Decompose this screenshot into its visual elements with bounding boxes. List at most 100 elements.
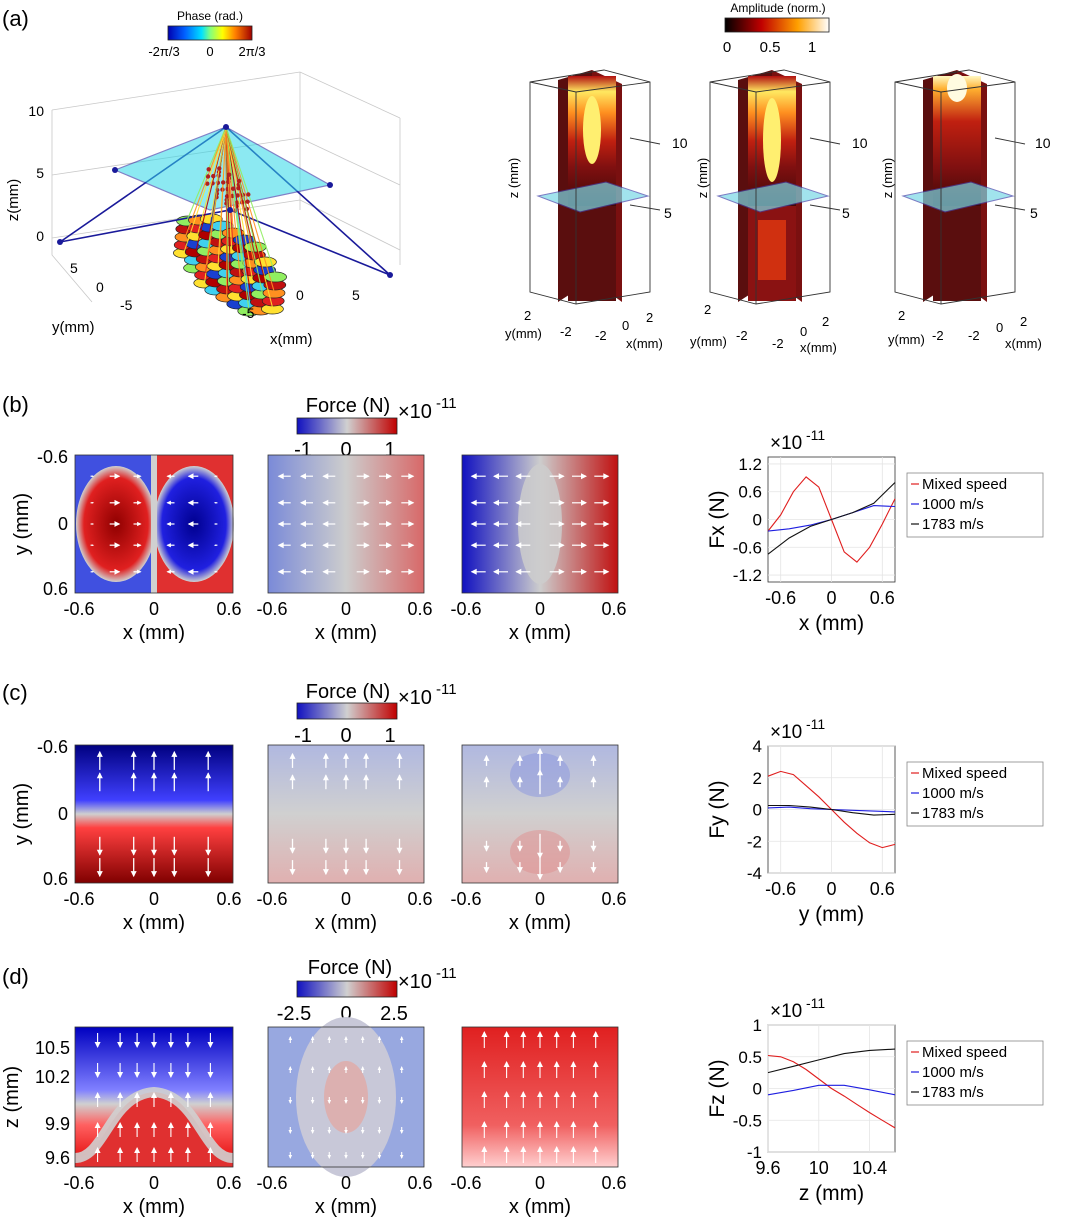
force-arrow-head <box>134 1042 141 1048</box>
force-arrow-head <box>581 473 587 480</box>
force-colorbar-b: Force (N) ×10 -11 -1 0 1 <box>294 395 456 461</box>
vol-x-label: x(mm) <box>1005 336 1042 351</box>
phase-tick: 0 <box>206 44 213 59</box>
force-map-d2 <box>268 1017 424 1177</box>
force-arrow-head <box>590 867 597 874</box>
ray-point <box>205 181 210 186</box>
force-arrow-head <box>558 542 565 549</box>
force-arrow-head <box>570 1031 577 1037</box>
vol-y-tick: -2 <box>736 328 748 343</box>
chart-exponent: ×10 <box>770 433 802 454</box>
force-arrow-head <box>207 1072 214 1078</box>
vol-x-tick: 2 <box>822 314 829 329</box>
ax3d-z-tick: 5 <box>36 165 44 181</box>
force-arrow-head <box>581 521 587 527</box>
force-arrow-head <box>288 1155 293 1159</box>
focal-point <box>223 124 229 130</box>
force-arrow-head <box>570 1121 577 1127</box>
force-arrow-head <box>470 473 477 480</box>
force-arrow-head <box>360 1155 365 1159</box>
series-line <box>767 1054 896 1129</box>
ray-line <box>225 126 275 292</box>
force-arrow-head <box>408 473 415 480</box>
chart-y-tick: 1.2 <box>738 455 762 474</box>
force-arrow-head <box>483 754 490 761</box>
force-arrow-head <box>363 847 370 854</box>
force-arrow-head <box>289 752 296 759</box>
force-colorbar-c: Force (N) ×10 -11 -1 0 1 <box>294 681 456 747</box>
force-exp: ×10 <box>398 401 432 423</box>
vol-y-tick: 2 <box>898 308 905 323</box>
force-arrow-head <box>503 1121 510 1127</box>
chart-x-tick: 10 <box>809 1158 829 1178</box>
map-y-tick: 10.5 <box>35 1038 70 1058</box>
force-arrow-head <box>171 750 178 757</box>
ray-line <box>225 126 277 276</box>
force-arrow-head <box>516 754 523 761</box>
force-arrow-head <box>166 500 171 505</box>
force-arrow-head <box>171 871 178 878</box>
force-arrow-head <box>114 542 121 549</box>
map-x-tick: 0.6 <box>601 1173 626 1193</box>
line-chart-3: 9.6 10 10.4 1 0.5 0 -0.5 -1 z (mm) Fz (N) ×10 -11 Mi… <box>706 995 1044 1205</box>
force-arrow-head <box>386 473 392 480</box>
force-arrow-head <box>91 523 95 525</box>
transducer-array-3d: z(mm) 10 5 0 5 0 -5 y(mm) -5 0 5 x(mm) <box>5 71 401 348</box>
chart-y-tick: 2 <box>753 769 762 788</box>
force-arrow-head <box>399 1155 404 1159</box>
force-arrow-head <box>213 523 217 525</box>
force-arrow-head <box>117 1092 124 1098</box>
vol-x-label: x(mm) <box>626 336 663 351</box>
force-arrow-head <box>167 1042 174 1048</box>
force-tick: 1 <box>384 725 395 747</box>
force-arrow-head <box>603 521 610 527</box>
force-arrow-head <box>187 499 194 506</box>
force-exp: ×10 <box>398 971 432 993</box>
force-arrow-head <box>363 499 370 506</box>
legend-entry: Mixed speed <box>922 765 1007 782</box>
force-arrow-head <box>537 747 543 754</box>
force-arrow-head <box>537 1146 543 1152</box>
vol-x-tick: -2 <box>968 328 980 343</box>
panel-label-c: (c) <box>2 680 28 705</box>
force-arrow-head <box>515 568 522 575</box>
force-arrow-head <box>166 543 171 548</box>
ray-line <box>187 126 227 220</box>
force-arrow-head <box>114 568 121 575</box>
map-x-label: x (mm) <box>509 1196 571 1218</box>
force-arrow-head <box>167 1092 174 1098</box>
force-exp: ×10 <box>398 687 432 709</box>
map-x-tick: -0.6 <box>450 1173 481 1193</box>
force-tick: 1 <box>384 439 395 461</box>
force-arrow-head <box>96 772 103 779</box>
ray-line <box>225 126 251 294</box>
force-arrow-head <box>343 752 349 759</box>
map-x-label: x (mm) <box>509 912 571 934</box>
map-frame <box>461 454 619 594</box>
force-arrow-head <box>363 869 370 876</box>
force-arrow-head <box>493 473 499 480</box>
force-arrow-head <box>557 754 564 761</box>
force-arrow-head <box>184 1072 191 1078</box>
force-arrow-head <box>94 1122 101 1128</box>
legend-entry: 1000 m/s <box>922 496 984 513</box>
force-arrow-head <box>288 1036 293 1040</box>
force-arrow-head <box>205 849 212 856</box>
force-arrow-head <box>537 1121 543 1127</box>
force-arrow-head <box>151 1147 157 1153</box>
chart-exponent: ×10 <box>770 722 802 743</box>
vol-y-label: y(mm) <box>888 332 925 347</box>
map-frame <box>267 744 425 884</box>
force-arrow-head <box>213 502 217 504</box>
force-arrow-head <box>603 499 610 506</box>
vol-x-label: x(mm) <box>800 340 837 355</box>
legend-entry: 1000 m/s <box>922 1064 984 1081</box>
map-x-tick: 0 <box>535 1173 545 1193</box>
ax3d-z-tick: 0 <box>36 228 44 244</box>
map-x-tick: 0 <box>341 599 351 619</box>
force-exp-pow: -11 <box>436 965 457 982</box>
map-x-tick: 0 <box>149 889 159 909</box>
amp-tick: 0.5 <box>760 39 781 56</box>
vol-z-label: z (mm) <box>506 158 521 198</box>
map-frame <box>461 1026 619 1168</box>
